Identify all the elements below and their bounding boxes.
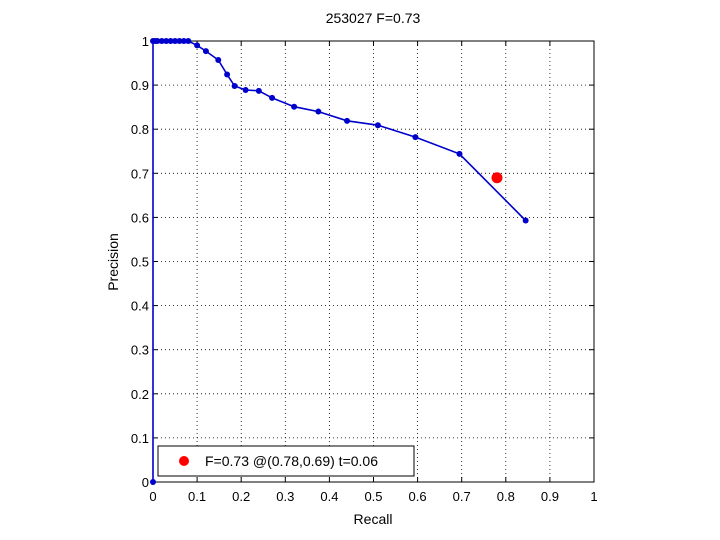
grid	[153, 41, 594, 482]
x-axis-label: Recall	[354, 511, 393, 527]
y-tick-label: 1	[142, 34, 149, 49]
x-tick-label: 1	[590, 489, 597, 504]
x-tick-label: 0.6	[409, 489, 427, 504]
y-tick-label: 0	[142, 475, 149, 490]
series-point	[291, 103, 298, 110]
series-point	[315, 108, 322, 115]
series-point	[269, 94, 276, 101]
y-tick-label: 0.6	[131, 210, 149, 225]
series-point	[158, 38, 165, 44]
series-point	[215, 56, 222, 63]
series-point	[456, 150, 463, 157]
x-tick-label: 0.2	[232, 489, 250, 504]
y-tick-label: 0.1	[131, 431, 149, 446]
series-point	[255, 87, 262, 94]
series-point	[167, 38, 174, 44]
series-point	[374, 122, 381, 129]
best-f-point	[491, 172, 503, 184]
series-point	[344, 117, 351, 124]
series-point	[176, 38, 183, 44]
x-tick-label: 0	[149, 489, 156, 504]
series-point	[522, 217, 529, 224]
y-tick-label: 0.2	[131, 387, 149, 402]
series-point	[185, 38, 192, 44]
y-tick-label: 0.3	[131, 343, 149, 358]
legend-marker	[179, 456, 189, 466]
x-tick-label: 0.4	[320, 489, 338, 504]
series-point	[412, 134, 419, 141]
y-tick-label: 0.5	[131, 255, 149, 270]
y-tick-label: 0.8	[131, 122, 149, 137]
chart-title: 253027 F=0.73	[326, 10, 421, 26]
series-point	[154, 38, 161, 44]
legend: F=0.73 @(0.78,0.69) t=0.06	[157, 445, 415, 477]
series-point	[231, 82, 238, 89]
x-tick-label: 0.7	[453, 489, 471, 504]
x-tick-label: 0.1	[188, 489, 206, 504]
y-tick-label: 0.7	[131, 166, 149, 181]
x-tick-label: 0.8	[497, 489, 515, 504]
series-point	[194, 42, 201, 49]
series-point	[180, 38, 187, 44]
legend-box	[157, 445, 415, 477]
y-axis-label: Precision	[105, 233, 121, 291]
series-point	[242, 86, 249, 93]
y-tick-label: 0.4	[131, 299, 149, 314]
x-tick-label: 0.5	[364, 489, 382, 504]
legend-label: F=0.73 @(0.78,0.69) t=0.06	[205, 453, 378, 469]
series-curve	[150, 38, 529, 485]
x-tick-label: 0.9	[541, 489, 559, 504]
series-point	[163, 38, 170, 44]
series-point	[172, 38, 179, 44]
series-point	[202, 48, 209, 55]
axis-ticks: 0 0.1 0.2 0.3 0.4 0.5 0.6 0.7 0.8 0.9 1 0 0.1 0.2 0.3 0…	[131, 34, 598, 504]
y-tick-label: 0.9	[131, 78, 149, 93]
x-tick-label: 0.3	[276, 489, 294, 504]
series-point	[224, 71, 231, 78]
series-point	[150, 479, 156, 485]
highlight-layer	[491, 172, 503, 184]
